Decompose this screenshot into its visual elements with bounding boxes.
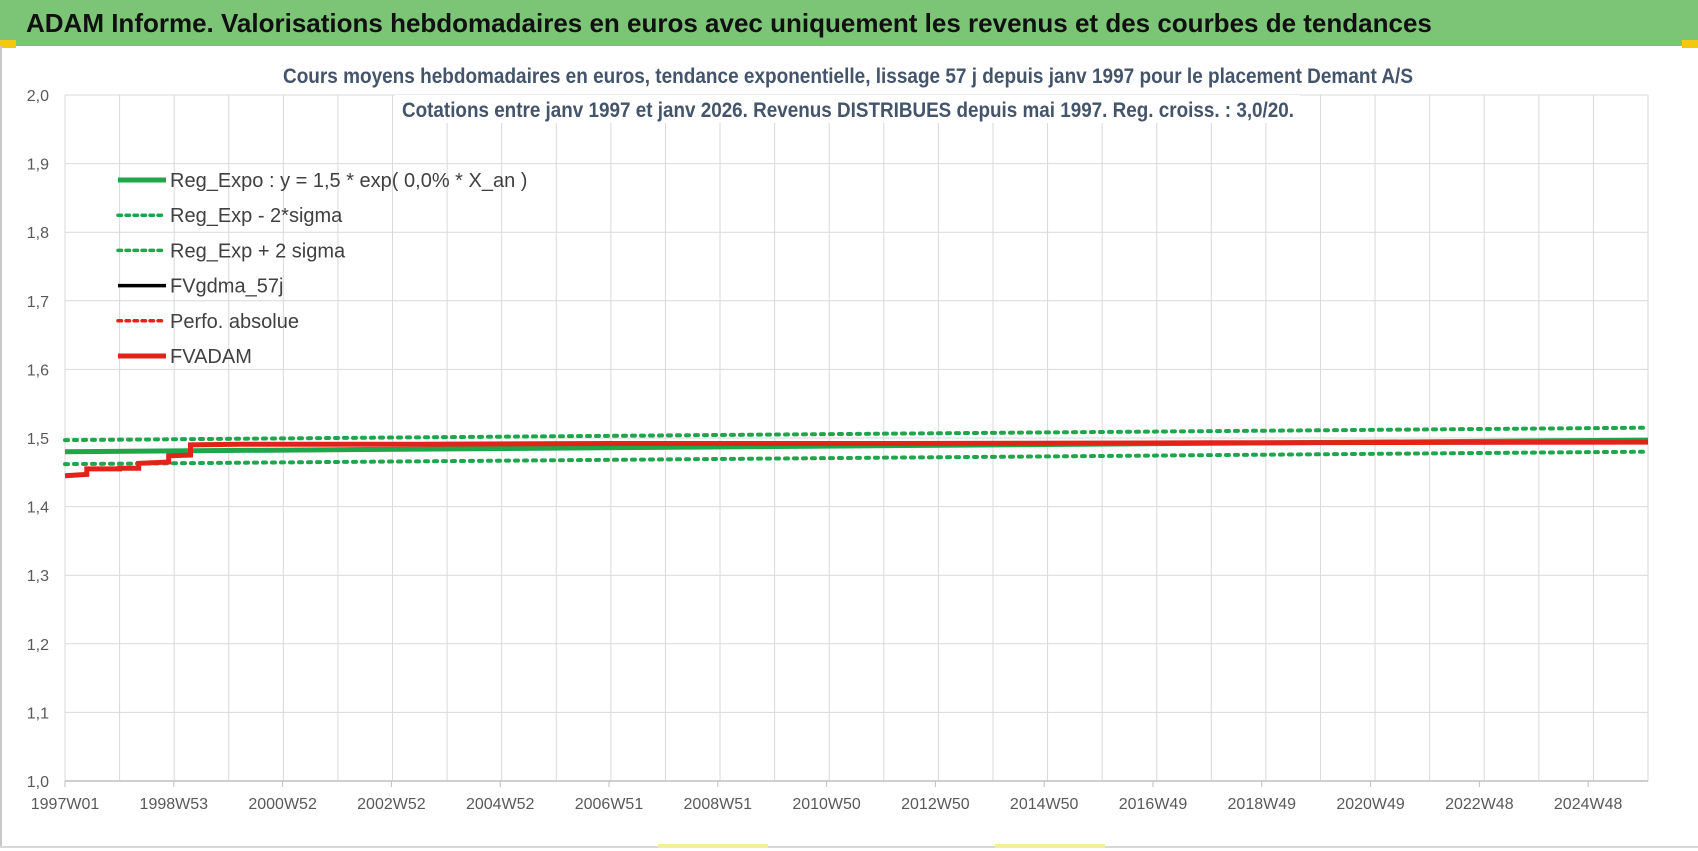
x-tick-label: 2006W51 bbox=[575, 796, 644, 813]
sheet-tab-marker bbox=[995, 844, 1105, 848]
x-tick-label: 2004W52 bbox=[466, 796, 535, 813]
legend-label: Reg_Exp - 2*sigma bbox=[170, 205, 343, 227]
y-tick-label: 1,3 bbox=[27, 568, 49, 585]
x-tick-label: 2024W48 bbox=[1554, 796, 1623, 813]
series-line bbox=[63, 425, 1650, 443]
x-tick-label: 2014W50 bbox=[1010, 796, 1079, 813]
x-tick-label: 2012W50 bbox=[901, 796, 970, 813]
x-tick-label: 2020W49 bbox=[1336, 796, 1405, 813]
x-tick-label: 2000W52 bbox=[248, 796, 317, 813]
y-tick-label: 1,9 bbox=[27, 157, 49, 174]
chart-subtitle-background bbox=[395, 95, 1300, 123]
chart-title-background bbox=[272, 60, 1424, 88]
x-tick-label: 1998W53 bbox=[140, 796, 209, 813]
x-tick-label: 2010W50 bbox=[792, 796, 861, 813]
report-title: ADAM Informe. Valorisations hebdomadaire… bbox=[26, 7, 1432, 38]
y-tick-label: 1,8 bbox=[27, 225, 49, 242]
x-tick-label: 2002W52 bbox=[357, 796, 426, 813]
legend-label: FVADAM bbox=[170, 346, 252, 368]
line-chart: 1,0 1,1 1,2 1,3 1,4 1,5 1,6 1,7 1,8 1,9 2,0 1997W01… bbox=[27, 60, 1650, 813]
x-tick-label: 2018W49 bbox=[1228, 796, 1297, 813]
chart-title: Cours moyens hebdomadaires en euros, ten… bbox=[283, 65, 1413, 88]
frame-left-border bbox=[0, 46, 2, 848]
series-line bbox=[64, 439, 1649, 479]
corner-marker-right bbox=[1682, 40, 1698, 48]
y-tick-label: 1,1 bbox=[27, 705, 49, 722]
y-tick-label: 1,5 bbox=[27, 431, 49, 448]
legend-label: Perfo. absolue bbox=[170, 311, 299, 333]
corner-marker-left bbox=[0, 40, 16, 48]
chart-area: 1,0 1,1 1,2 1,3 1,4 1,5 1,6 1,7 1,8 1,9 2,0 1997W01… bbox=[0, 46, 1698, 848]
y-tick-label: 1,7 bbox=[27, 294, 49, 311]
y-tick-label: 1,0 bbox=[27, 774, 49, 791]
frame-bottom-border bbox=[0, 846, 1698, 848]
x-tick-label: 2022W48 bbox=[1445, 796, 1514, 813]
x-tick-label: 2008W51 bbox=[684, 796, 753, 813]
y-tick-label: 1,2 bbox=[27, 637, 49, 654]
report-title-banner: ADAM Informe. Valorisations hebdomadaire… bbox=[0, 0, 1698, 46]
y-tick-label: 2,0 bbox=[27, 88, 49, 105]
x-tick-label: 2016W49 bbox=[1119, 796, 1188, 813]
x-tick-label: 1997W01 bbox=[31, 796, 100, 813]
series-line bbox=[63, 449, 1650, 467]
y-tick-label: 1,6 bbox=[27, 362, 49, 379]
y-tick-label: 1,4 bbox=[27, 500, 49, 517]
sheet-tab-marker bbox=[658, 844, 768, 848]
legend-label: FVgdma_57j bbox=[170, 276, 283, 298]
legend-label: Reg_Exp + 2 sigma bbox=[170, 240, 346, 262]
legend-label: Reg_Expo : y = 1,5 * exp( 0,0% * X_an ) bbox=[170, 170, 527, 192]
chart-subtitle: Cotations entre janv 1997 et janv 2026. … bbox=[402, 99, 1294, 122]
